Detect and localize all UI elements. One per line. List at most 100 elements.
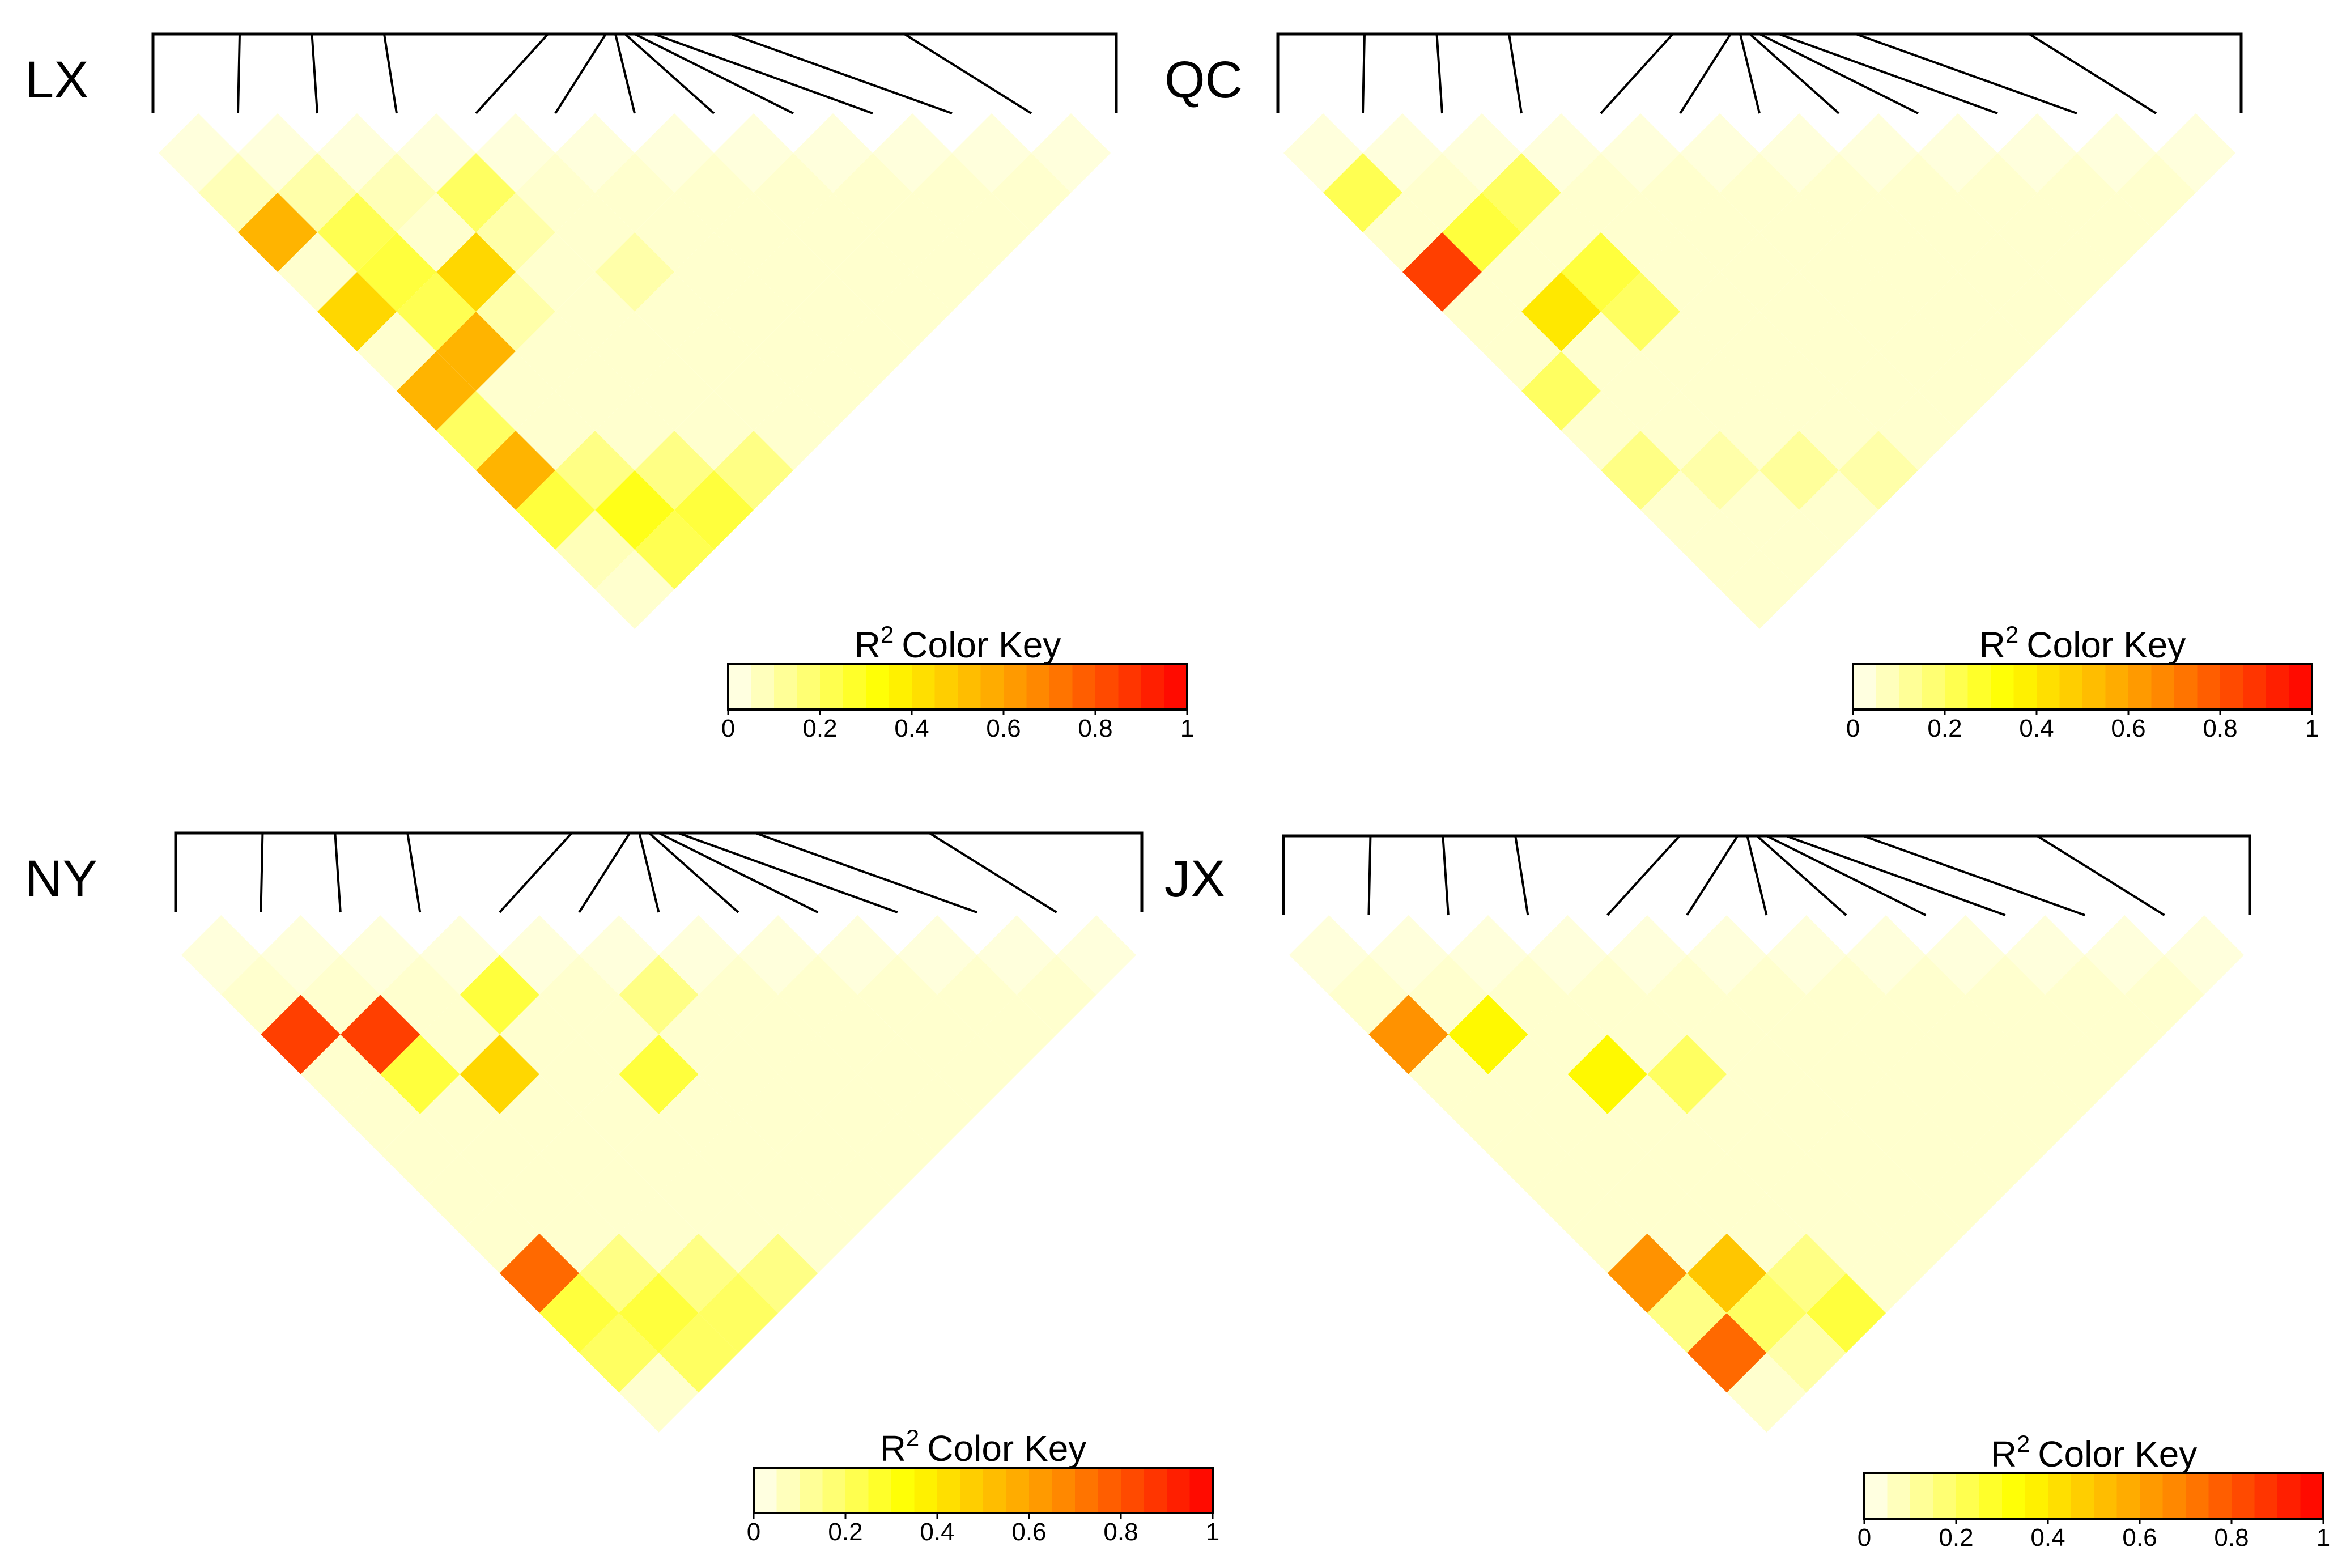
ld-cell — [698, 1193, 779, 1273]
ld-cell — [1488, 955, 1568, 1035]
color-key-segment — [1006, 1468, 1030, 1513]
ld-cell — [698, 1273, 779, 1353]
ld-cell — [1846, 915, 1926, 995]
snp-connector — [311, 33, 318, 114]
ld-cell — [460, 955, 539, 1035]
color-key-segment — [958, 664, 981, 709]
color-key-tick-label: 1 — [2317, 1524, 2330, 1552]
ld-cell — [1766, 1074, 1846, 1154]
snp-connector — [658, 832, 819, 913]
color-key-segment — [2162, 1473, 2186, 1519]
color-key-segment — [1072, 664, 1096, 709]
color-key-bar — [1852, 663, 2313, 711]
ld-cell — [1687, 915, 1767, 995]
color-key-segment — [2002, 1473, 2026, 1519]
ld-cell — [1567, 955, 1647, 1035]
ld-cell — [738, 1154, 818, 1234]
ld-cell — [738, 915, 818, 995]
ld-cell — [857, 955, 937, 1035]
ld-cell — [1846, 995, 1926, 1074]
snp-connector — [406, 832, 422, 913]
snp-connector — [1679, 33, 1732, 114]
snp-connector — [1362, 33, 1366, 114]
snp-connector — [638, 832, 660, 913]
color-key-title-text: Color Key — [2038, 1434, 2197, 1474]
ld-cell — [1846, 1074, 1926, 1154]
color-key-tick-label: 0.4 — [2019, 715, 2054, 742]
ld-cell — [818, 915, 898, 995]
color-key-tick-label: 0.8 — [2203, 715, 2237, 742]
color-key-segment — [889, 664, 912, 709]
color-key-segment — [1876, 664, 1899, 709]
ld-cell — [579, 995, 659, 1074]
color-key-segment — [2140, 1473, 2164, 1519]
color-key-tick-label: 0.2 — [1927, 715, 1962, 742]
ld-cell — [579, 1074, 659, 1154]
snp-connector — [1759, 33, 1919, 114]
color-key-border — [727, 663, 1188, 711]
color-key-title: R2 Color Key — [855, 621, 1061, 665]
color-key-segment — [2300, 1473, 2324, 1519]
ld-cell — [1368, 915, 1448, 995]
color-key-segment — [2266, 664, 2290, 709]
snp-connector — [578, 832, 631, 913]
ld-cell — [818, 1154, 898, 1234]
ld-cell — [2085, 915, 2165, 995]
color-key-segment — [1899, 664, 1923, 709]
color-key-ticks: 0 0.2 0.4 0.6 0.8 1 — [747, 1513, 1219, 1546]
color-key-segment — [1887, 1473, 1911, 1519]
ld-cell — [897, 915, 977, 995]
color-key-segment — [1026, 664, 1050, 709]
color-key-segment — [1121, 1468, 1145, 1513]
color-key-segment — [774, 664, 798, 709]
snp-connector — [334, 832, 342, 913]
color-key-segment — [2082, 664, 2106, 709]
color-key: R2 Color Key 0 0.2 0.4 0.6 0.8 1 — [721, 621, 1194, 742]
color-key-title: R2 Color Key — [1991, 1430, 2198, 1474]
ld-cell — [181, 915, 261, 995]
ld-cell — [1886, 955, 1966, 1035]
color-key-segment — [1095, 664, 1119, 709]
snp-position-bracket — [151, 32, 1118, 114]
panel-lx: LX R2 Color Key 0 0.2 0.4 0.6 0.8 1 — [25, 32, 1194, 742]
color-key-symbol: R — [1991, 1434, 2017, 1474]
ld-cell — [658, 1074, 738, 1154]
snp-connector — [1855, 33, 2077, 114]
ld-cell — [897, 995, 977, 1074]
color-key-segment — [914, 1468, 938, 1513]
color-key-title-text: Color Key — [2026, 624, 2186, 665]
ld-cell — [1926, 1154, 2005, 1234]
ld-triangle — [159, 113, 1111, 629]
ld-cell — [2005, 1074, 2085, 1154]
color-key-tick-label: 0.8 — [1078, 715, 1112, 742]
snp-connector — [730, 33, 953, 114]
color-key-segment — [1864, 1473, 1888, 1519]
ld-triangle — [181, 915, 1136, 1433]
color-key-segment — [2208, 1473, 2232, 1519]
ld-cell — [977, 995, 1057, 1074]
ld-cell — [1448, 915, 1528, 995]
color-key-segment — [845, 1468, 869, 1513]
color-key-segment — [2232, 1473, 2255, 1519]
color-key-tick-label: 0.8 — [2214, 1524, 2249, 1552]
ld-cell — [619, 1353, 699, 1433]
snp-connector — [614, 33, 636, 114]
ld-cell — [1926, 995, 2005, 1074]
color-key-segment — [728, 664, 752, 709]
ld-cell — [1488, 1114, 1568, 1194]
color-key-segment — [820, 664, 844, 709]
color-key-title-text: Color Key — [927, 1428, 1086, 1469]
ld-cell — [1528, 915, 1608, 995]
color-key-segment — [800, 1468, 823, 1513]
color-key-segment — [1922, 664, 1945, 709]
color-key-tick-label: 0.6 — [1011, 1518, 1046, 1546]
color-key-segment — [1118, 664, 1142, 709]
color-key-segment — [1004, 664, 1027, 709]
ld-cell — [420, 915, 500, 995]
ld-cell — [1766, 1233, 1846, 1314]
color-key-tick-label: 0.2 — [1939, 1524, 1973, 1552]
color-key-segment — [2243, 664, 2267, 709]
color-key-segment — [843, 664, 866, 709]
color-key-segment — [1098, 1468, 1121, 1513]
ld-cell — [1488, 1034, 1568, 1114]
